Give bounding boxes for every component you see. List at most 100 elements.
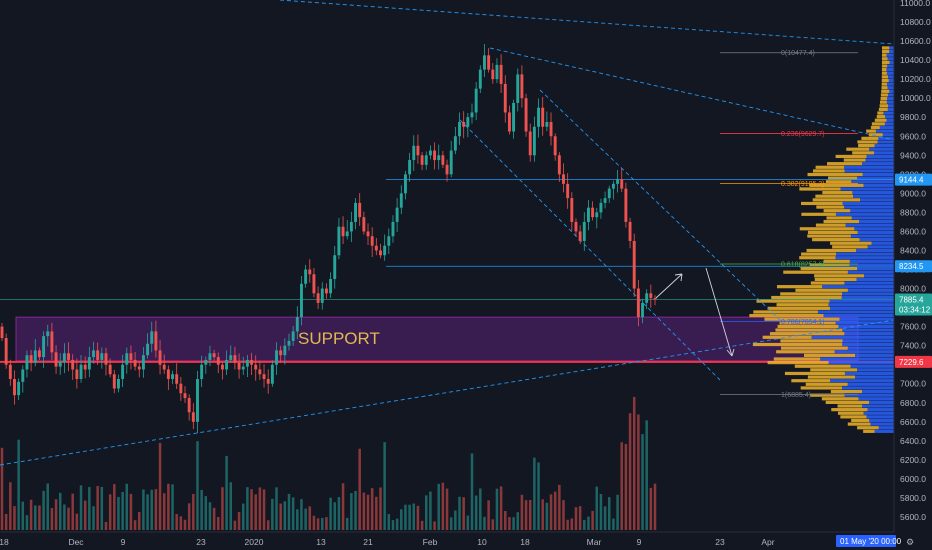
candle-body[interactable] (191, 412, 195, 422)
candle-body[interactable] (67, 353, 71, 360)
candle-body[interactable] (46, 331, 50, 337)
candle-body[interactable] (108, 364, 112, 375)
candle-body[interactable] (524, 98, 528, 132)
candle-body[interactable] (516, 74, 520, 103)
candle-body[interactable] (308, 269, 312, 275)
arrow-down-line[interactable] (705, 267, 733, 357)
candle-body[interactable] (175, 374, 179, 384)
candle-body[interactable] (574, 221, 578, 232)
candle-body[interactable] (150, 331, 154, 344)
candle-body[interactable] (566, 183, 570, 199)
candle-body[interactable] (412, 145, 416, 161)
candle-body[interactable] (532, 126, 536, 156)
candle-body[interactable] (254, 364, 258, 370)
candle-body[interactable] (420, 155, 424, 165)
trend-lines[interactable] (0, 0, 895, 466)
candle-body[interactable] (453, 136, 457, 151)
candle-body[interactable] (395, 207, 399, 222)
candle-body[interactable] (42, 336, 46, 358)
candle-body[interactable] (399, 193, 403, 208)
candle-body[interactable] (428, 150, 432, 156)
candle-body[interactable] (250, 359, 254, 365)
candle-body[interactable] (141, 355, 145, 370)
candle-body[interactable] (503, 83, 507, 113)
candle-body[interactable] (545, 121, 549, 127)
candle-body[interactable] (21, 369, 25, 382)
candle-body[interactable] (383, 245, 387, 256)
candle-body[interactable] (578, 231, 582, 241)
candle-body[interactable] (636, 288, 640, 318)
projection-arrows[interactable] (655, 267, 735, 357)
candle-body[interactable] (620, 179, 624, 189)
candle-body[interactable] (0, 326, 4, 339)
candle-body[interactable] (483, 55, 486, 70)
candle-body[interactable] (183, 393, 187, 399)
candle-body[interactable] (337, 226, 341, 256)
candle-body[interactable] (287, 340, 291, 346)
support-zone[interactable] (0, 316, 894, 363)
candle-body[interactable] (433, 150, 437, 161)
candle-body[interactable] (137, 366, 141, 370)
candle-body[interactable] (541, 107, 545, 127)
candle-body[interactable] (204, 359, 208, 365)
candle-body[interactable] (162, 364, 166, 370)
candle-body[interactable] (171, 374, 174, 379)
candle-body[interactable] (487, 55, 491, 70)
candle-body[interactable] (611, 183, 615, 189)
candle-body[interactable] (25, 355, 29, 370)
candle-body[interactable] (437, 155, 441, 161)
candle-body[interactable] (75, 369, 79, 379)
candle-body[interactable] (112, 374, 116, 389)
candle-body[interactable] (586, 207, 590, 222)
candle-body[interactable] (562, 174, 565, 184)
candle-body[interactable] (279, 350, 283, 356)
candle-body[interactable] (441, 155, 445, 165)
channel-line-lower[interactable] (459, 119, 721, 381)
candle-body[interactable] (300, 283, 303, 318)
candle-body[interactable] (458, 121, 461, 137)
trend-line-upper[interactable] (279, 0, 895, 45)
candle-body[interactable] (445, 164, 449, 175)
candle-body[interactable] (312, 274, 316, 294)
candlesticks[interactable] (0, 43, 657, 433)
candle-body[interactable] (291, 331, 295, 341)
candle-body[interactable] (121, 364, 125, 379)
candle-body[interactable] (582, 221, 586, 241)
candle-body[interactable] (462, 121, 466, 127)
candle-body[interactable] (262, 374, 266, 379)
candle-body[interactable] (50, 331, 54, 353)
candle-body[interactable] (54, 352, 58, 367)
candle-body[interactable] (491, 69, 495, 80)
candle-body[interactable] (13, 378, 16, 396)
candle-body[interactable] (512, 102, 516, 132)
candle-body[interactable] (258, 369, 262, 375)
fibonacci-retracement[interactable]: 0(10477.4) 0.236(9629.7) 0.382(9105.3) 0.61… (720, 50, 858, 399)
candle-body[interactable] (216, 357, 220, 365)
candle-body[interactable] (607, 188, 611, 199)
candle-body[interactable] (324, 288, 328, 294)
candle-body[interactable] (424, 155, 428, 165)
candle-body[interactable] (354, 202, 357, 222)
candle-body[interactable] (87, 357, 91, 370)
candle-body[interactable] (295, 317, 299, 332)
candle-body[interactable] (4, 338, 8, 365)
candle-body[interactable] (129, 353, 133, 360)
candle-body[interactable] (304, 269, 308, 284)
candle-body[interactable] (233, 355, 237, 363)
candle-body[interactable] (166, 369, 170, 379)
candle-body[interactable] (329, 279, 333, 294)
candle-body[interactable] (520, 74, 524, 99)
candle-body[interactable] (387, 236, 391, 246)
candle-body[interactable] (154, 331, 158, 351)
candle-body[interactable] (146, 343, 150, 356)
candle-body[interactable] (133, 359, 137, 367)
candle-body[interactable] (370, 236, 374, 246)
candle-body[interactable] (104, 353, 108, 365)
candle-body[interactable] (229, 355, 233, 360)
candle-body[interactable] (553, 136, 557, 156)
candle-body[interactable] (478, 69, 482, 89)
candle-body[interactable] (8, 364, 12, 379)
candle-body[interactable] (495, 64, 499, 80)
candle-body[interactable] (345, 231, 349, 237)
candle-body[interactable] (100, 353, 104, 360)
